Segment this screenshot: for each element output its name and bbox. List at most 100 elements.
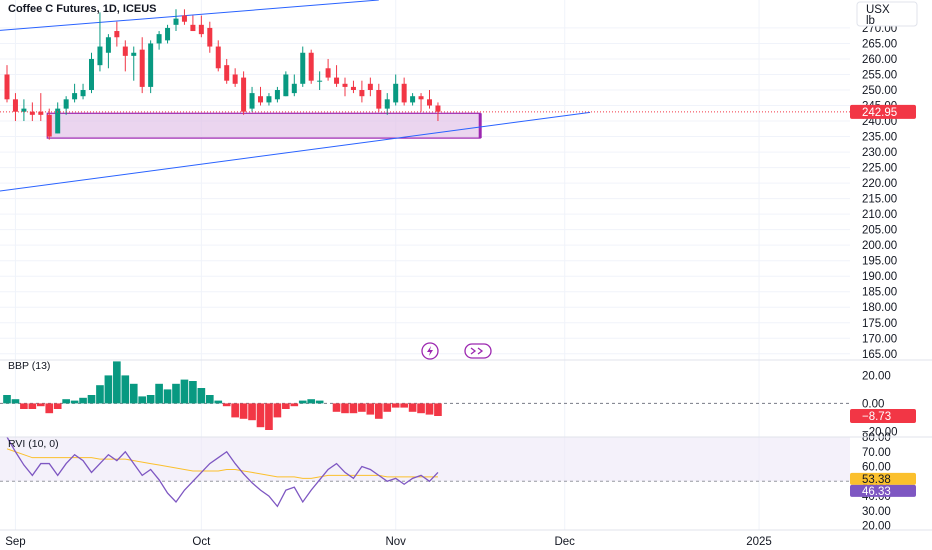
- candle-body: [367, 83, 373, 90]
- bbp-bar: [155, 383, 163, 404]
- support-zone[interactable]: [46, 112, 482, 139]
- candle-body: [350, 86, 356, 90]
- rvi-signal-label: 53.38: [862, 474, 891, 486]
- rvi-tick-label: 70.00: [862, 447, 891, 459]
- bbp-tick-label: 0.00: [862, 398, 884, 410]
- candle-body: [21, 108, 27, 112]
- price-axis[interactable]: 270.00265.00260.00255.00250.00245.00240.…: [850, 23, 916, 533]
- rvi-signal-tag[interactable]: [850, 472, 916, 485]
- zone-rect[interactable]: [46, 112, 481, 139]
- time-tick-label[interactable]: Nov: [385, 536, 406, 548]
- candle-body: [190, 24, 196, 32]
- rvi-tick-label: 80.00: [862, 432, 891, 444]
- flash-button[interactable]: [421, 342, 439, 360]
- bbp-bar: [383, 403, 392, 412]
- bbp-bar: [87, 395, 96, 404]
- bbp-bar: [265, 403, 273, 430]
- bbp-bar: [400, 403, 408, 408]
- bbp-bar: [28, 403, 37, 409]
- candle-body: [55, 108, 61, 134]
- bbp-bar: [11, 399, 20, 404]
- bbp-value-label: −8.73: [862, 411, 891, 423]
- candle-body: [393, 83, 399, 103]
- price-tick-label: 260.00: [862, 54, 897, 66]
- candle-body: [384, 99, 390, 109]
- candle-body: [46, 114, 52, 137]
- currency-button[interactable]: USX lb: [856, 1, 918, 27]
- candle-body: [80, 90, 86, 97]
- candle-body: [266, 96, 272, 103]
- time-tick-label[interactable]: 2025: [746, 536, 772, 548]
- bbp-bar: [408, 403, 417, 412]
- bbp-bar: [138, 396, 147, 404]
- candle-body: [173, 18, 179, 25]
- bbp-bar: [121, 375, 130, 404]
- bbp-bar: [332, 403, 341, 412]
- rvi-value-tag[interactable]: [850, 484, 916, 497]
- expand-button[interactable]: [464, 343, 492, 359]
- bbp-bar: [3, 395, 11, 404]
- price-tick-label: 190.00: [862, 271, 897, 283]
- time-axis[interactable]: Sep Oct Nov Dec 2025: [0, 529, 932, 548]
- bbp-bar: [113, 361, 121, 404]
- candle-body: [283, 74, 289, 97]
- price-tick-label: 210.00: [862, 209, 897, 221]
- bbp-value-tag[interactable]: [850, 409, 916, 423]
- time-tick-label[interactable]: Sep: [5, 536, 25, 548]
- candle-body: [89, 58, 94, 90]
- price-tick-label: 185.00: [862, 287, 897, 299]
- bbp-bar: [341, 403, 349, 414]
- candle-body: [325, 68, 331, 78]
- candle-body: [224, 65, 230, 81]
- bbp-bar: [180, 379, 189, 404]
- rvi-lines: [6, 436, 439, 508]
- candle-body: [401, 83, 407, 103]
- unit-label: lb: [866, 15, 875, 27]
- candle-body: [249, 93, 255, 109]
- price-tick-label: 220.00: [862, 178, 897, 190]
- bbp-bar: [248, 403, 256, 421]
- bbp-bar: [315, 400, 324, 404]
- price-tick-label: 225.00: [862, 163, 897, 175]
- candle-body: [38, 111, 44, 115]
- candle-body: [410, 96, 416, 103]
- price-tick-label: 255.00: [862, 69, 897, 81]
- bbp-bar: [189, 381, 197, 404]
- bbp-bar: [256, 403, 265, 428]
- lower-trendline[interactable]: [0, 111, 591, 194]
- currency-label: USX: [866, 4, 890, 16]
- bbp-bar: [231, 403, 239, 418]
- bbp-bar: [45, 403, 54, 414]
- bbp-bar: [391, 403, 400, 408]
- rvi-tick-label: 60.00: [862, 462, 891, 474]
- bbp-bar: [70, 400, 79, 404]
- bbp-bars: [3, 361, 442, 430]
- bbp-bar: [205, 395, 214, 404]
- bbp-bar: [290, 403, 299, 407]
- time-tick-label[interactable]: Oct: [192, 536, 211, 548]
- bbp-bar: [349, 403, 358, 414]
- rvi-title: RVI (10, 0): [8, 438, 59, 450]
- candle-body: [97, 46, 103, 66]
- rvi-tick-label: 30.00: [862, 506, 891, 518]
- candle-body: [317, 80, 323, 82]
- bbp-bar: [434, 403, 442, 416]
- bbp-tick-label: −20.00: [862, 426, 898, 438]
- bbp-bar: [298, 400, 307, 404]
- price-tick-label: 195.00: [862, 256, 897, 268]
- time-tick-label[interactable]: Dec: [554, 536, 575, 548]
- price-tick-label: 230.00: [862, 147, 897, 159]
- candle-body: [376, 90, 382, 109]
- candle-body: [198, 24, 204, 35]
- candle-body: [72, 93, 78, 100]
- last-price-tag[interactable]: [850, 104, 916, 119]
- candle-body: [300, 52, 306, 84]
- bbp-bar: [282, 403, 290, 409]
- candle-body: [156, 34, 162, 44]
- bbp-bar: [129, 383, 138, 404]
- price-tick-label: 215.00: [862, 194, 897, 206]
- price-candles: [0, 9, 850, 140]
- bbp-bar: [96, 385, 104, 404]
- flash-icon: [427, 346, 433, 356]
